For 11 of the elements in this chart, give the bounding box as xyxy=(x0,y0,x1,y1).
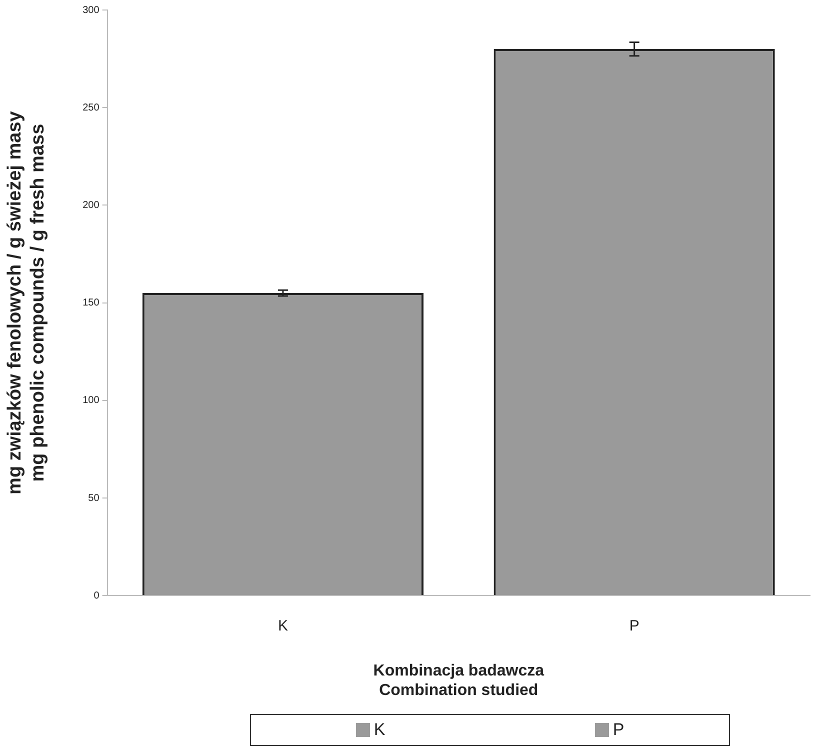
legend-label: K xyxy=(374,720,386,740)
y-tick-label: 0 xyxy=(94,590,100,602)
y-tick-label: 100 xyxy=(82,395,100,406)
y-tick-label: 200 xyxy=(82,200,100,211)
y-axis-title: mg związków fenolowych / g świeżej masy mg phenolic compounds / g fresh mass xyxy=(4,110,48,494)
x-axis-title: Kombinacja badawcza Combination studied xyxy=(373,662,544,699)
y-tick-label: 150 xyxy=(82,298,100,309)
y-tick-label: 300 xyxy=(82,4,100,16)
y-tick-label: 50 xyxy=(88,492,100,504)
legend-label: P xyxy=(612,720,624,740)
y-tick-label: 250 xyxy=(82,102,100,114)
